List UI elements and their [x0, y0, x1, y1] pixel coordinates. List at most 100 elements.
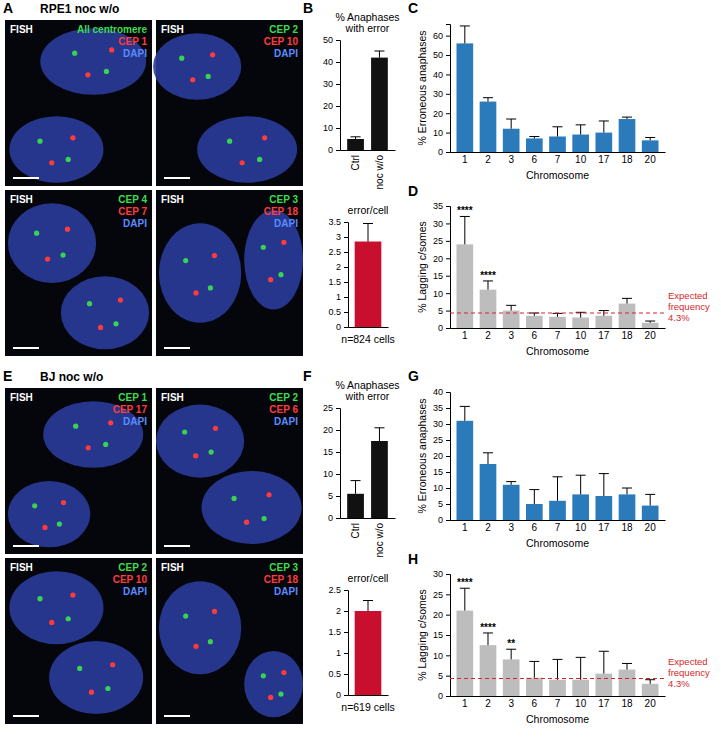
y-tick-mark: [336, 496, 340, 497]
axis-line: [446, 393, 451, 521]
axis-line: [446, 575, 451, 697]
image-label: All centromere: [77, 24, 147, 35]
y-tick-label: 20: [433, 610, 443, 620]
image-background: [5, 20, 152, 186]
y-tick: 1.5: [328, 277, 348, 287]
scale-bar: [164, 347, 190, 349]
scale-bar: [13, 347, 39, 349]
x-tick: 6: [532, 522, 538, 533]
chart: 0510152025Ctrlnoc w/o% Anaphaseswith err…: [323, 379, 400, 557]
probe-signal: [266, 492, 271, 497]
x-axis-title: Chromosome: [526, 169, 589, 181]
y-tick: 1.5: [328, 627, 348, 637]
probe-signal: [227, 139, 232, 144]
bar: [619, 494, 636, 520]
x-tick-label: 6: [532, 330, 538, 341]
y-tick-label: 15: [433, 467, 443, 477]
chart: 01020304050601236710171820% Erroneous an…: [416, 25, 666, 182]
probe-signal: [110, 662, 115, 667]
x-axis: 1236710171820: [451, 329, 666, 342]
probe-signal: [183, 258, 188, 263]
significance: ****: [480, 270, 496, 281]
y-tick-label: 5: [328, 491, 333, 501]
y-tick: 0: [438, 691, 450, 701]
image-label: CEP 10: [113, 574, 148, 585]
probe-signal: [65, 227, 70, 232]
y-tick-label: 25: [323, 403, 333, 413]
x-tick-label: 7: [555, 154, 561, 165]
x-tick: 2: [485, 154, 491, 165]
y-tick: 0.5: [328, 307, 348, 317]
bar: [642, 506, 659, 520]
bar: [572, 318, 589, 328]
y-tick: 0: [438, 147, 450, 157]
image-label: CEP 17: [113, 404, 148, 415]
y-tick: 10: [433, 128, 450, 138]
y-tick-mark: [344, 590, 348, 591]
error-bar: [483, 98, 493, 102]
error-bar: [622, 663, 632, 669]
plot-area: [347, 428, 388, 518]
y-tick: 30: [433, 219, 450, 229]
x-tick: 10: [575, 330, 587, 341]
x-tick-label: 20: [645, 698, 657, 709]
x-axis-title: Chromosome: [526, 345, 589, 357]
panel-letter: C: [408, 0, 418, 16]
x-tick-label: 7: [555, 330, 561, 341]
nucleus: [8, 481, 90, 547]
scale-bar: [164, 177, 190, 179]
image-label: FISH: [10, 562, 33, 573]
error-bar: [529, 136, 539, 138]
bar: [371, 58, 388, 150]
y-axis-title: % Lagging c/somes: [416, 221, 428, 313]
axis-line: [349, 327, 389, 328]
axis-line: [349, 695, 389, 696]
x-tick: 18: [621, 154, 633, 165]
x-tick: 18: [621, 330, 633, 341]
y-tick-mark: [446, 55, 450, 56]
x-tick: 7: [555, 522, 561, 533]
error-bar: [599, 121, 609, 133]
probe-signal: [208, 285, 213, 290]
image-label: FISH: [10, 392, 33, 403]
error-bar: [460, 26, 470, 43]
image-background: [156, 558, 303, 724]
y-tick-mark: [336, 474, 340, 475]
y-tick-mark: [336, 106, 340, 107]
error-bar: [622, 298, 632, 303]
y-tick: 2: [336, 262, 348, 272]
probe-signal: [213, 426, 218, 431]
y-tick-label: 40: [323, 57, 333, 67]
image-label: CEP 10: [264, 36, 299, 47]
probe-signal: [105, 686, 110, 691]
bar: [595, 496, 612, 520]
probe-signal: [261, 516, 266, 521]
y-tick: 1: [336, 648, 348, 658]
y-tick: 25: [433, 236, 450, 246]
y-axis: 0510152025303540: [433, 387, 451, 525]
axis-line: [344, 591, 349, 696]
axis-line: [451, 152, 666, 153]
x-tick-label: 2: [485, 154, 491, 165]
image-label: FISH: [10, 194, 33, 205]
image-label: DAPI: [123, 416, 147, 427]
y-tick-mark: [344, 312, 348, 313]
y-tick: 25: [323, 403, 340, 413]
y-tick-mark: [446, 504, 450, 505]
x-tick: 6: [532, 154, 538, 165]
image-label: DAPI: [274, 416, 298, 427]
x-tick: 18: [621, 522, 633, 533]
image-label: DAPI: [274, 218, 298, 229]
image-label: DAPI: [123, 48, 147, 59]
y-tick-mark: [336, 430, 340, 431]
probe-signal: [73, 424, 78, 429]
error-bar: [529, 490, 539, 504]
axis-line: [336, 409, 341, 519]
y-tick-label: 1: [336, 648, 341, 658]
probe-signal: [210, 52, 215, 57]
error-bar: [351, 481, 361, 494]
error-bar: [506, 482, 516, 485]
image-label: CEP 1: [118, 36, 147, 47]
bar: [480, 290, 497, 328]
probe-signal: [60, 252, 65, 257]
